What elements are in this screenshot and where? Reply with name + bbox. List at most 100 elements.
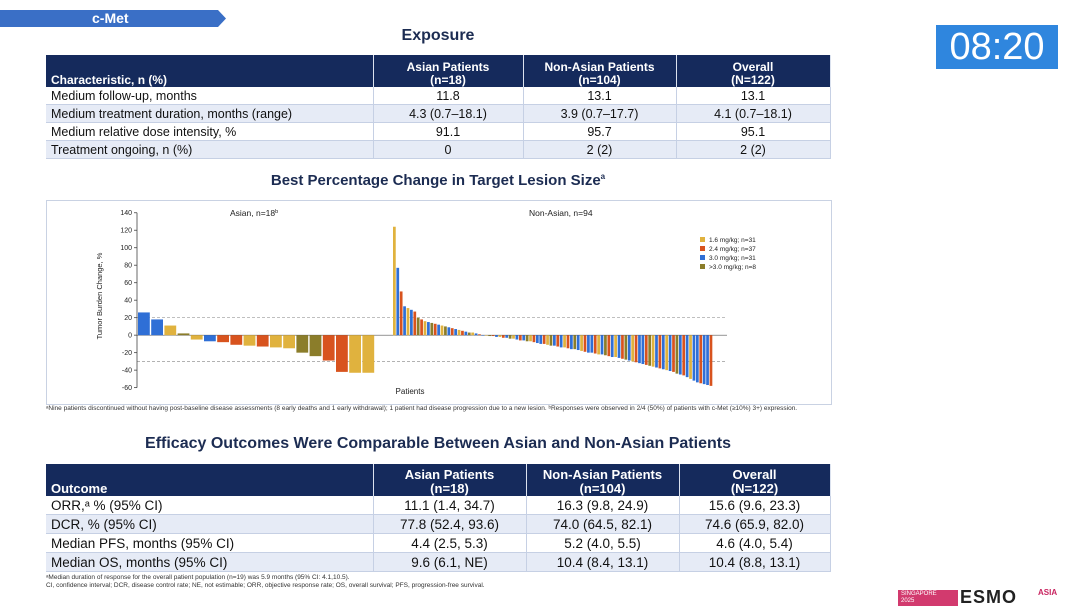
bar-nonasian	[508, 335, 512, 339]
waterfall-chart: 140 120 100 80 60 40 20 0 -20 -40 -60 Tumor Burden…	[46, 200, 832, 405]
bar-asian	[362, 335, 375, 373]
table-cell: 11.1 (1.4, 34.7)	[373, 496, 527, 515]
legend-label: 1.6 mg/kg; n=31	[709, 237, 756, 244]
bar-nonasian	[440, 325, 444, 336]
bar-nonasian	[576, 335, 580, 351]
logo-location: SINGAPORE	[901, 591, 937, 597]
esmo-asia-logo: SINGAPORE 2025 ESMO ASIA	[898, 588, 1080, 606]
chart-footnote: ᵃNine patients discontinued without havi…	[46, 405, 798, 412]
row-label: Median OS, months (95% CI)	[46, 552, 374, 572]
bar-asian	[283, 335, 295, 349]
bar-nonasian	[539, 335, 543, 344]
table-cell: 4.4 (2.5, 5.3)	[373, 533, 527, 553]
bar-nonasian	[501, 335, 505, 338]
bar-nonasian	[624, 335, 628, 360]
group-label-asian: Asian, n=18b	[230, 208, 278, 218]
table-cell: 4.1 (0.7–18.1)	[676, 104, 831, 123]
bar-nonasian	[566, 335, 570, 349]
bar-asian	[296, 335, 309, 353]
table-cell: 0	[373, 140, 524, 159]
bar-nonasian	[406, 308, 410, 336]
bar-nonasian	[498, 335, 502, 337]
efficacy-footnote: ᵃMedian duration of response for the ove…	[46, 574, 836, 590]
efficacy-title: Efficacy Outcomes Were Comparable Betwee…	[145, 435, 731, 452]
bar-nonasian	[556, 335, 560, 347]
table-cell: 2 (2)	[676, 140, 831, 159]
table-cell: 4.6 (4.0, 5.4)	[679, 533, 831, 553]
table-header-row: Characteristic, n (%) Asian Patients (n=1…	[46, 55, 831, 87]
y-tick-label: 80	[124, 263, 132, 270]
y-tick-label: -60	[122, 385, 132, 392]
bar-asian	[230, 335, 243, 345]
bar-nonasian	[702, 335, 706, 385]
bar-nonasian	[464, 331, 468, 336]
bar-nonasian	[518, 335, 522, 341]
y-tick-label: 140	[120, 210, 132, 217]
bar-nonasian	[467, 332, 471, 336]
efficacy-footnote-line: CI, confidence interval; DCR, disease co…	[46, 582, 485, 589]
bar-asian	[309, 335, 322, 357]
bar-nonasian	[495, 335, 498, 337]
bar-nonasian	[396, 267, 400, 336]
bar-nonasian	[706, 335, 709, 386]
bar-nonasian	[590, 335, 594, 353]
column-header: Asian Patients (n=18)	[373, 464, 527, 496]
bar-nonasian	[689, 335, 692, 379]
bar-asian	[204, 335, 216, 342]
legend-swatch	[700, 237, 705, 242]
column-header: Outcome	[46, 464, 374, 496]
bar-nonasian	[617, 335, 621, 358]
section-tab-label: c-Met	[92, 10, 129, 26]
bar-nonasian	[433, 323, 437, 336]
y-tick-label: 20	[124, 315, 132, 322]
table-row: DCR, % (95% CI) 77.8 (52.4, 93.6) 74.0 (…	[46, 514, 831, 534]
bar-nonasian	[444, 326, 447, 336]
table-cell: 2 (2)	[523, 140, 677, 159]
chart-svg: 140 120 100 80 60 40 20 0 -20 -40 -60 Tumor Burden…	[95, 208, 756, 396]
bar-nonasian	[474, 333, 478, 336]
bar-nonasian	[655, 335, 658, 368]
bar-nonasian	[692, 335, 696, 381]
legend-swatch	[700, 246, 705, 251]
bar-asian	[177, 333, 190, 336]
bar-asian	[336, 335, 348, 372]
table-cell: 95.7	[523, 122, 677, 141]
bar-nonasian	[413, 311, 417, 336]
logo-region: ASIA	[1038, 588, 1058, 597]
logo-year: 2025	[901, 598, 915, 604]
bar-asian	[256, 335, 269, 347]
bar-nonasian	[471, 332, 475, 336]
bar-asian	[138, 312, 150, 336]
column-header: Overall (N=122)	[676, 55, 831, 87]
bar-nonasian	[512, 335, 515, 339]
legend-swatch	[700, 264, 705, 269]
table-row: Medium relative dose intensity, % 91.1 9…	[46, 122, 831, 141]
y-tick-label: 60	[124, 280, 132, 287]
table-cell: 4.3 (0.7–18.1)	[373, 104, 524, 123]
bar-nonasian	[399, 291, 403, 336]
bar-nonasian	[607, 335, 611, 357]
bar-nonasian	[695, 335, 699, 383]
bar-nonasian	[525, 335, 529, 342]
bar-nonasian	[661, 335, 665, 370]
bar-nonasian	[641, 335, 645, 365]
efficacy-footnote-line: ᵃMedian duration of response for the ove…	[46, 574, 350, 581]
bar-asian	[270, 335, 282, 348]
bar-nonasian	[488, 335, 492, 337]
bar-asian	[243, 335, 256, 346]
legend-label: 2.4 mg/kg; n=37	[709, 246, 756, 253]
legend-swatch	[700, 255, 705, 260]
bar-nonasian	[685, 335, 689, 378]
bar-asian	[151, 319, 163, 336]
table-row: Medium follow-up, months 11.8 13.1 13.1	[46, 87, 831, 105]
bar-nonasian	[593, 335, 597, 354]
bar-nonasian	[682, 335, 686, 376]
bar-nonasian	[420, 319, 423, 336]
efficacy-table: Outcome Asian Patients (n=18) Non-Asian P…	[46, 464, 831, 572]
bar-nonasian	[638, 335, 641, 364]
table-row: Treatment ongoing, n (%) 0 2 (2) 2 (2)	[46, 140, 831, 159]
bar-nonasian	[678, 335, 682, 375]
legend-label: 3.0 mg/kg; n=31	[709, 255, 756, 262]
bar-nonasian	[447, 327, 451, 336]
y-tick-label: -20	[122, 350, 132, 357]
